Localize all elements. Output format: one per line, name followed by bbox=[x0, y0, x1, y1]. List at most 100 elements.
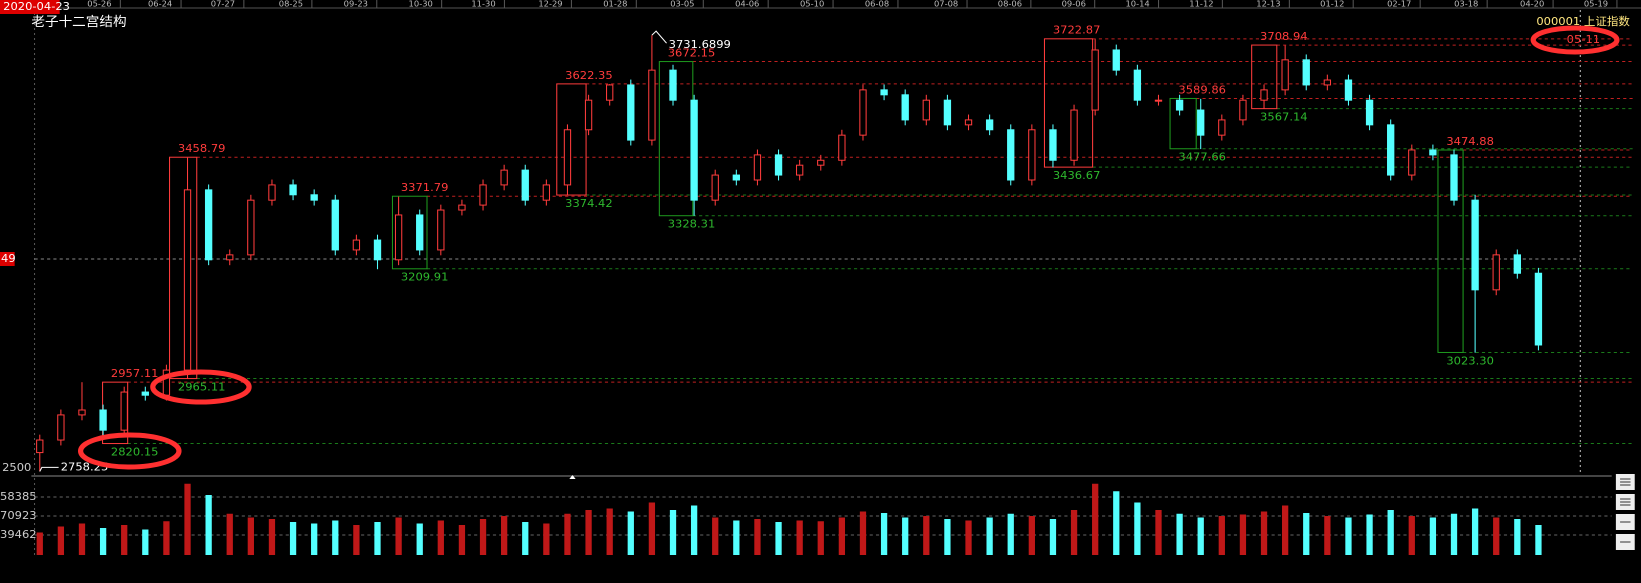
date-label: 12-29 bbox=[538, 0, 562, 8]
candle-body bbox=[1197, 109, 1205, 136]
date-label: 05-10 bbox=[800, 0, 824, 8]
volume-bar bbox=[1197, 517, 1204, 555]
volume-bar bbox=[1049, 519, 1057, 555]
candle-body bbox=[1302, 59, 1310, 86]
candle-body bbox=[1133, 69, 1142, 101]
candle-body bbox=[1344, 79, 1353, 101]
candle-body bbox=[1028, 129, 1036, 181]
volume-bar bbox=[311, 523, 318, 555]
candle-body bbox=[479, 184, 487, 206]
volume-bar bbox=[859, 511, 867, 555]
button-glyph bbox=[1620, 478, 1631, 543]
volume-bar bbox=[226, 513, 233, 555]
low-label: 3567.14 bbox=[1260, 111, 1308, 124]
volume-bar bbox=[1113, 491, 1120, 555]
candle-body bbox=[120, 391, 128, 431]
volume-bar bbox=[1366, 514, 1373, 555]
candle-body bbox=[1218, 119, 1226, 136]
date-label: 03-05 bbox=[670, 0, 694, 8]
low-label: 2820.15 bbox=[111, 446, 159, 459]
volume-label: 58385 bbox=[0, 490, 37, 503]
volume-bar bbox=[1282, 505, 1289, 555]
date-label: 04-06 bbox=[735, 0, 759, 8]
date-label: 04-20 bbox=[1520, 0, 1544, 8]
low-label: 3209.91 bbox=[401, 271, 449, 284]
volume-bar bbox=[163, 521, 170, 555]
candle-body bbox=[1387, 124, 1395, 176]
volume-bar bbox=[944, 519, 951, 555]
low-label: 3374.42 bbox=[565, 197, 613, 210]
candle-body bbox=[226, 254, 234, 261]
candle-body bbox=[247, 199, 255, 256]
high-label: 3722.87 bbox=[1053, 24, 1101, 37]
candle-body bbox=[711, 174, 719, 201]
date-label: 01-28 bbox=[603, 0, 627, 8]
date-label: 08-25 bbox=[279, 0, 303, 8]
highlight-circle bbox=[77, 432, 182, 470]
high-label: 3458.79 bbox=[178, 142, 226, 155]
candle-body bbox=[838, 134, 846, 161]
symbol: 000001 上证指数 bbox=[1536, 14, 1630, 28]
candle-body bbox=[1175, 99, 1184, 111]
volume-bar bbox=[1471, 508, 1479, 555]
volume-bar bbox=[838, 517, 846, 555]
volume-bar bbox=[1007, 513, 1014, 555]
high-label: 3708.94 bbox=[1260, 30, 1308, 43]
date-label: 12-13 bbox=[1256, 0, 1280, 8]
date-label: 05-19 bbox=[1584, 0, 1608, 8]
volume-bar bbox=[395, 517, 402, 555]
volume-bar bbox=[606, 508, 613, 555]
volume-bar bbox=[1324, 516, 1331, 555]
candle-body bbox=[141, 391, 149, 396]
volume-bar bbox=[1535, 525, 1542, 555]
candle-body bbox=[1534, 272, 1543, 346]
volume-bar bbox=[142, 529, 149, 555]
low-label: 3477.66 bbox=[1178, 151, 1226, 164]
volume-bar bbox=[1176, 513, 1183, 555]
candle-body bbox=[669, 69, 677, 101]
high-label: 3672.15 bbox=[668, 47, 716, 60]
candle-body bbox=[1323, 79, 1332, 86]
candle-body bbox=[1070, 109, 1078, 161]
date-label: 09-06 bbox=[1062, 0, 1086, 8]
candle-body bbox=[795, 164, 804, 176]
side-buttons bbox=[1615, 474, 1635, 550]
current-date: 2020-04-23 bbox=[3, 0, 70, 13]
volume-bar bbox=[1493, 517, 1500, 555]
candle-body bbox=[922, 99, 930, 121]
volume-bar bbox=[817, 521, 824, 555]
candle-body bbox=[352, 239, 361, 251]
candle-body bbox=[1091, 49, 1099, 111]
candle-body bbox=[1239, 99, 1247, 121]
low-pointer bbox=[39, 466, 59, 472]
date-label: 06-24 bbox=[148, 0, 172, 8]
candle-body bbox=[1260, 89, 1268, 101]
volume-bar bbox=[585, 510, 592, 555]
volume-bar bbox=[289, 522, 297, 555]
volume-bar bbox=[1070, 510, 1078, 555]
volume-bar bbox=[99, 528, 107, 555]
candle-body bbox=[1471, 199, 1479, 291]
volume-bar bbox=[564, 513, 571, 555]
candle-body bbox=[1049, 129, 1057, 161]
candle-body bbox=[584, 99, 593, 131]
volume-bar bbox=[669, 510, 677, 555]
marker-date: 05-11 bbox=[1567, 33, 1600, 46]
highlight-circle bbox=[150, 369, 252, 405]
volume-bar bbox=[353, 525, 360, 555]
volume-bar bbox=[627, 511, 634, 555]
date-label: 09-23 bbox=[344, 0, 368, 8]
volume-label: 70923 bbox=[0, 509, 37, 522]
volume-label: 39462 bbox=[0, 528, 37, 541]
volume-bar bbox=[416, 523, 423, 555]
date-label: 03-18 bbox=[1454, 0, 1478, 8]
candle-body bbox=[1429, 149, 1437, 156]
candle-body bbox=[1365, 99, 1374, 126]
candle-body bbox=[732, 174, 740, 181]
candle-body bbox=[99, 409, 107, 431]
volume-bar bbox=[690, 505, 698, 555]
candle-body bbox=[78, 409, 86, 416]
